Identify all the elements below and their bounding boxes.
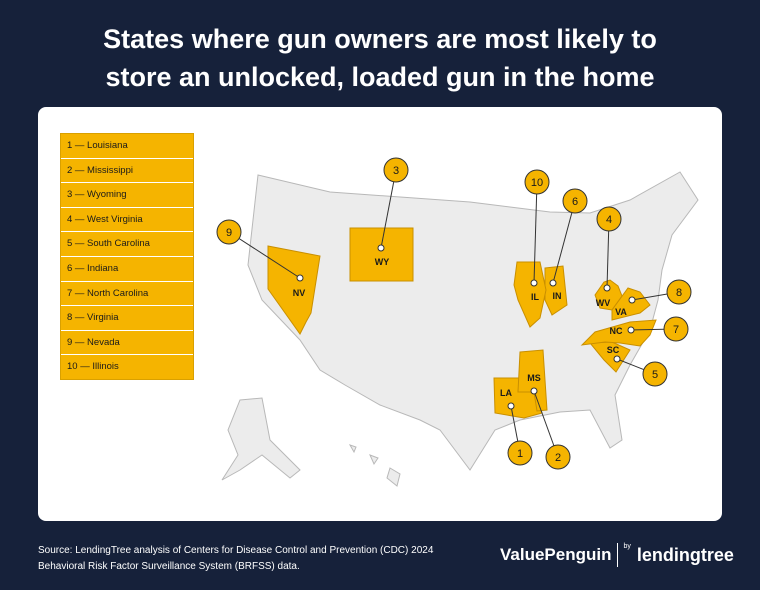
state-shape [267,245,321,335]
callout-circle [545,444,571,470]
callout-rank: 6 [572,196,578,208]
state-shape [611,287,651,321]
callout-rank: 4 [606,214,612,226]
callout-rank: 10 [531,177,543,189]
callout-dot [530,387,538,395]
valuepenguin-logo: ValuePenguin [500,545,612,564]
state-label: IL [531,292,540,302]
callout-circle [663,316,689,342]
state-label: IN [553,291,562,301]
state-shape [594,279,623,311]
callout-rank: 5 [652,369,658,381]
callout-circle [562,188,588,214]
state-label: WY [375,257,390,267]
callout-dot [603,284,611,292]
legend-item: 9 — Nevada [61,331,193,356]
callout-dot [507,402,515,410]
callout-circle [216,219,242,245]
state-label: SC [607,345,620,355]
state-shape [349,227,414,282]
brand: ValuePenguin by lendingtree [500,543,734,567]
state-label: MS [527,373,541,383]
alaska [221,397,301,481]
state-shape [513,261,547,328]
state-shape [580,319,657,347]
legend-item: 2 — Mississippi [61,159,193,184]
legend-item: 7 — North Carolina [61,282,193,307]
source: Source: LendingTree analysis of Centers … [38,545,434,572]
callout-dot [628,296,636,304]
callout-rank: 8 [676,287,682,299]
callout-line [552,200,576,284]
hawaii [348,444,401,487]
legend-item: 8 — Virginia [61,306,193,331]
callout-dot [377,244,385,252]
callout-dot [530,279,538,287]
callout-circle [596,206,622,232]
callout-circle [524,169,550,195]
callout-rank: 9 [226,227,232,239]
callout-rank: 7 [673,324,679,336]
state-label: VA [615,307,627,317]
callout-rank: 2 [555,452,561,464]
lendingtree-logo: lendingtree [636,544,734,565]
callout-dot [627,326,635,334]
legend-item: 10 — Illinois [67,361,119,373]
legend-item: 3 — Wyoming [61,183,193,208]
us-outline [247,171,699,471]
legend-item: 5 — South Carolina [61,232,193,257]
state-label: LA [500,388,512,398]
callout-dot [549,279,557,287]
callout-circle [666,279,692,305]
state-label: NC [610,326,623,336]
callout-circle [383,157,409,183]
state-shape [517,349,548,412]
legend-item: 6 — Indiana [61,257,193,282]
legend-item: 4 — West Virginia [61,208,193,233]
callout-dot [613,355,621,363]
callout-line [228,231,301,279]
by-text: by [617,543,631,567]
callout-rank: 1 [517,448,523,460]
callout-line [380,169,397,249]
callout-line [533,181,538,284]
state-label: WV [596,298,611,308]
callout-circle [642,361,668,387]
legend-item: 1 — Louisiana [61,134,193,159]
callout-circle [507,440,533,466]
title: States where gun owners are most likely … [103,24,657,92]
state-label: NV [293,288,306,298]
callout-dot [296,274,304,282]
legend: 1 — Louisiana 2 — Mississippi 3 — Wyoming 4… [60,133,194,380]
callout-rank: 3 [393,165,399,177]
